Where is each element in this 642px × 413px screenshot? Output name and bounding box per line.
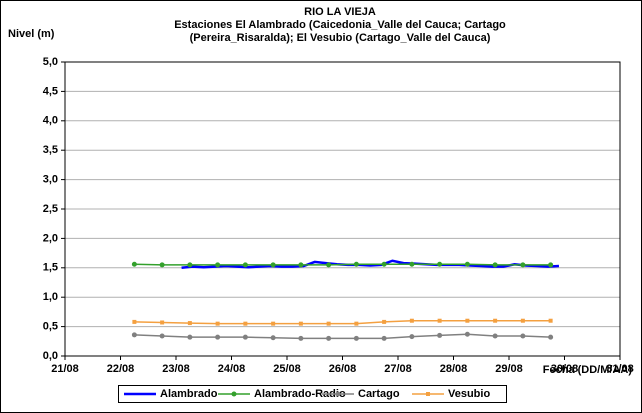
marker: [159, 262, 165, 268]
y-axis-label: Nivel (m): [8, 28, 55, 40]
marker: [132, 319, 137, 324]
legend-marker: [335, 391, 341, 397]
marker: [159, 333, 165, 339]
marker: [409, 261, 415, 267]
x-tick-label: 26/08: [329, 363, 357, 375]
marker: [520, 262, 526, 268]
marker: [437, 261, 443, 267]
legend-marker: [426, 392, 430, 396]
marker: [548, 334, 554, 340]
marker: [381, 261, 387, 267]
series-line: [134, 263, 551, 266]
marker: [353, 261, 359, 267]
marker: [548, 318, 553, 323]
marker: [298, 335, 304, 341]
legend-label: Alambrado-Radio: [254, 388, 346, 400]
marker: [270, 262, 276, 268]
marker: [409, 318, 414, 323]
marker: [131, 261, 137, 267]
x-tick-label: 21/08: [51, 363, 79, 375]
marker: [520, 318, 525, 323]
x-tick-label: 29/08: [495, 363, 523, 375]
y-tick-label: 1,5: [43, 262, 58, 274]
marker: [464, 331, 470, 337]
chart-title: RIO LA VIEJA: [304, 6, 376, 18]
y-tick-label: 2,0: [43, 232, 58, 244]
legend-marker: [231, 391, 237, 397]
legend-label: Vesubio: [448, 388, 490, 400]
chart-subtitle: Estaciones El Alambrado (Caicedonia_Vall…: [174, 19, 506, 31]
marker: [326, 321, 331, 326]
marker: [409, 334, 415, 340]
marker: [465, 318, 470, 323]
marker: [298, 321, 303, 326]
marker: [493, 318, 498, 323]
y-tick-label: 0,5: [43, 321, 58, 333]
marker: [215, 321, 220, 326]
legend-box: [118, 385, 507, 403]
marker: [187, 321, 192, 326]
x-tick-label: 27/08: [384, 363, 412, 375]
marker: [160, 320, 165, 325]
plot-frame: [64, 61, 621, 357]
marker: [187, 262, 193, 268]
marker: [520, 333, 526, 339]
marker: [326, 335, 332, 341]
marker: [243, 321, 248, 326]
y-tick-label: 1,0: [43, 291, 58, 303]
y-tick-label: 0,0: [43, 350, 58, 362]
y-tick-label: 3,5: [43, 144, 58, 156]
marker: [492, 333, 498, 339]
y-tick-label: 2,5: [43, 203, 58, 215]
y-tick-label: 4,0: [43, 115, 58, 127]
marker: [187, 334, 193, 340]
x-tick-label: 31/08: [606, 363, 634, 375]
y-tick-label: 3,0: [43, 174, 58, 186]
x-tick-label: 25/08: [273, 363, 301, 375]
marker: [464, 261, 470, 267]
y-tick-label: 5,0: [43, 56, 58, 68]
x-tick-label: 24/08: [218, 363, 246, 375]
marker: [270, 335, 276, 341]
marker: [215, 262, 221, 268]
marker: [354, 321, 359, 326]
series-line: [134, 333, 551, 340]
marker: [215, 334, 221, 340]
x-axis-label: Fecha (DD/M/AA): [543, 364, 633, 376]
x-tick-label: 28/08: [440, 363, 468, 375]
marker: [353, 335, 359, 341]
marker: [437, 332, 443, 338]
legend-label: Alambrado: [160, 388, 218, 400]
marker: [381, 335, 387, 341]
x-tick-label: 22/08: [107, 363, 135, 375]
x-tick-label: 30/08: [551, 363, 579, 375]
marker: [242, 334, 248, 340]
legend-label: Cartago: [358, 388, 400, 400]
marker: [492, 262, 498, 268]
marker: [271, 321, 276, 326]
marker: [437, 318, 442, 323]
marker: [382, 319, 387, 324]
marker: [548, 262, 554, 268]
x-tick-label: 23/08: [162, 363, 190, 375]
marker: [298, 262, 304, 268]
y-tick-label: 4,5: [43, 85, 58, 97]
marker: [242, 262, 248, 268]
marker: [131, 332, 137, 338]
marker: [326, 262, 332, 268]
series-line: [134, 319, 551, 325]
chart-subtitle: (Pereira_Risaralda); El Vesubio (Cartago…: [190, 32, 491, 44]
